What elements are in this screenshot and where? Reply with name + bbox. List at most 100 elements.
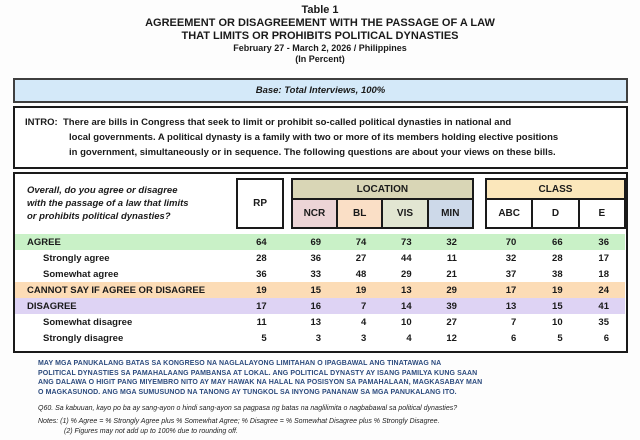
gap-cell xyxy=(473,314,486,330)
gap-cell xyxy=(473,234,486,250)
value-cell: 70 xyxy=(505,236,517,248)
gap-cell xyxy=(283,282,292,298)
value-cell: 12 xyxy=(446,332,457,344)
value-cell: 17 xyxy=(505,284,517,296)
row-label: DISAGREE xyxy=(27,300,77,312)
survey-date: February 27 - March 2, 2026 / Philippine… xyxy=(233,43,407,53)
page-title-line-2: THAT LIMITS OR PROHIBITS POLITICAL DYNAS… xyxy=(181,30,459,42)
value-cell: 13 xyxy=(401,284,412,296)
value-cell: 38 xyxy=(552,268,563,280)
value-cell: 19 xyxy=(552,284,563,296)
value-cell: 19 xyxy=(355,284,367,296)
value-cell: 13 xyxy=(310,316,322,328)
gap-cell xyxy=(283,250,292,266)
intro-text-2: local governments. A political dynasty i… xyxy=(69,132,559,143)
value-cell: 13 xyxy=(505,300,517,312)
value-cell: 10 xyxy=(552,316,563,328)
question-line-1: Overall, do you agree or disagree xyxy=(27,185,178,196)
value-cell: 35 xyxy=(598,316,609,328)
value-cell: 6 xyxy=(511,332,517,344)
base-bar: Base: Total Interviews, 100% xyxy=(13,78,628,103)
value-cell: 15 xyxy=(552,300,563,312)
value-cell: 11 xyxy=(446,252,457,264)
column-header-rp: RP xyxy=(236,178,284,229)
gap-cell xyxy=(283,298,292,314)
header-row-groups: Overall, do you agree or disagree with t… xyxy=(15,178,626,229)
value-cell: 4 xyxy=(361,316,367,328)
gap-cell xyxy=(473,282,486,298)
value-cell: 6 xyxy=(603,332,609,344)
gap-cell xyxy=(473,298,486,314)
value-cell: 28 xyxy=(552,252,563,264)
gap-cell xyxy=(283,314,292,330)
question-and-notes: Q60. Sa kabuuan, kayo po ba ay sang-ayon… xyxy=(38,404,640,437)
value-cell: 32 xyxy=(446,236,457,248)
column-gap xyxy=(283,179,292,228)
notes-line-2: (2) Figures may not add up to 100% due t… xyxy=(64,428,238,435)
value-cell: 36 xyxy=(256,268,267,280)
value-cell: 32 xyxy=(505,252,517,264)
question-cell: Overall, do you agree or disagree with t… xyxy=(15,179,237,228)
gap-cell xyxy=(473,266,486,282)
tagalog-line-1: MAY MGA PANUKALANG BATAS SA KONGRESO NA … xyxy=(38,360,442,367)
tagalog-line-2: POLITICAL DYNASTIES SA PAMAHALAANG PAMBA… xyxy=(38,369,478,377)
content-boxes: Base: Total Interviews, 100% INTRO: Ther… xyxy=(13,78,628,353)
table-row-strongly-agree: Strongly agree 28 36 27 44 11 32 28 17 xyxy=(15,250,625,266)
value-cell: 74 xyxy=(355,236,367,248)
gap-cell xyxy=(283,330,292,346)
row-label: CANNOT SAY IF AGREE OR DISAGREE xyxy=(27,284,206,296)
page-title-line-1: AGREEMENT OR DISAGREEMENT WITH THE PASSA… xyxy=(145,17,495,29)
value-cell: 10 xyxy=(401,316,412,328)
table-row-strongly-disagree: Strongly disagree 5 3 3 4 12 6 5 6 xyxy=(15,330,625,346)
value-cell: 29 xyxy=(446,284,457,296)
intro-text-1: There are bills in Congress that seek to… xyxy=(63,117,512,128)
value-cell: 7 xyxy=(511,316,517,328)
value-cell: 18 xyxy=(598,268,609,280)
table-row-cannot-say: CANNOT SAY IF AGREE OR DISAGREE 19 15 19… xyxy=(15,282,625,298)
value-cell: 5 xyxy=(557,332,563,344)
row-label: AGREE xyxy=(27,236,61,248)
value-cell: 48 xyxy=(355,268,367,280)
value-cell: 7 xyxy=(361,300,367,312)
gap-cell xyxy=(283,266,292,282)
value-cell: 27 xyxy=(446,316,457,328)
value-cell: 27 xyxy=(355,252,367,264)
intro-text-3: in government, simultaneously or in sequ… xyxy=(69,147,556,158)
value-cell: 15 xyxy=(310,284,322,296)
value-cell: 37 xyxy=(505,268,517,280)
row-label: Strongly disagree xyxy=(43,332,124,344)
question-line-2: with the passage of a law that limits xyxy=(27,198,189,209)
value-cell: 14 xyxy=(401,300,412,312)
table-row-agree: AGREE 64 69 74 73 32 70 66 36 xyxy=(15,234,625,250)
value-cell: 11 xyxy=(256,316,267,328)
title-block: Table 1 AGREEMENT OR DISAGREEMENT WITH T… xyxy=(0,4,640,65)
value-cell: 21 xyxy=(446,268,457,280)
column-header-e: E xyxy=(577,198,627,229)
value-cell: 66 xyxy=(552,236,563,248)
value-cell: 64 xyxy=(256,236,267,248)
column-header-vis: VIS xyxy=(381,198,429,229)
row-label: Strongly agree xyxy=(43,252,110,264)
value-cell: 17 xyxy=(598,252,609,264)
column-header-abc: ABC xyxy=(485,198,534,229)
table-row-somewhat-agree: Somewhat agree 36 33 48 29 21 37 38 18 xyxy=(15,266,625,282)
value-cell: 33 xyxy=(310,268,322,280)
value-cell: 3 xyxy=(361,332,367,344)
results-table-box: Overall, do you agree or disagree with t… xyxy=(13,172,628,353)
value-cell: 44 xyxy=(401,252,412,264)
gap-cell xyxy=(473,330,486,346)
table-row-disagree: DISAGREE 17 16 7 14 39 13 15 41 xyxy=(15,298,625,314)
value-cell: 39 xyxy=(446,300,457,312)
column-header-min: MIN xyxy=(426,198,474,229)
value-cell: 19 xyxy=(256,284,267,296)
question-number-line: Q60. Sa kabuuan, kayo po ba ay sang-ayon… xyxy=(38,405,458,412)
value-cell: 5 xyxy=(261,332,267,344)
value-cell: 29 xyxy=(401,268,412,280)
gap-cell xyxy=(283,234,292,250)
column-header-bl: BL xyxy=(336,198,384,229)
column-header-d: D xyxy=(531,198,580,229)
row-label: Somewhat agree xyxy=(43,268,119,280)
row-label: Somewhat disagree xyxy=(43,316,133,328)
value-cell: 3 xyxy=(315,332,322,344)
